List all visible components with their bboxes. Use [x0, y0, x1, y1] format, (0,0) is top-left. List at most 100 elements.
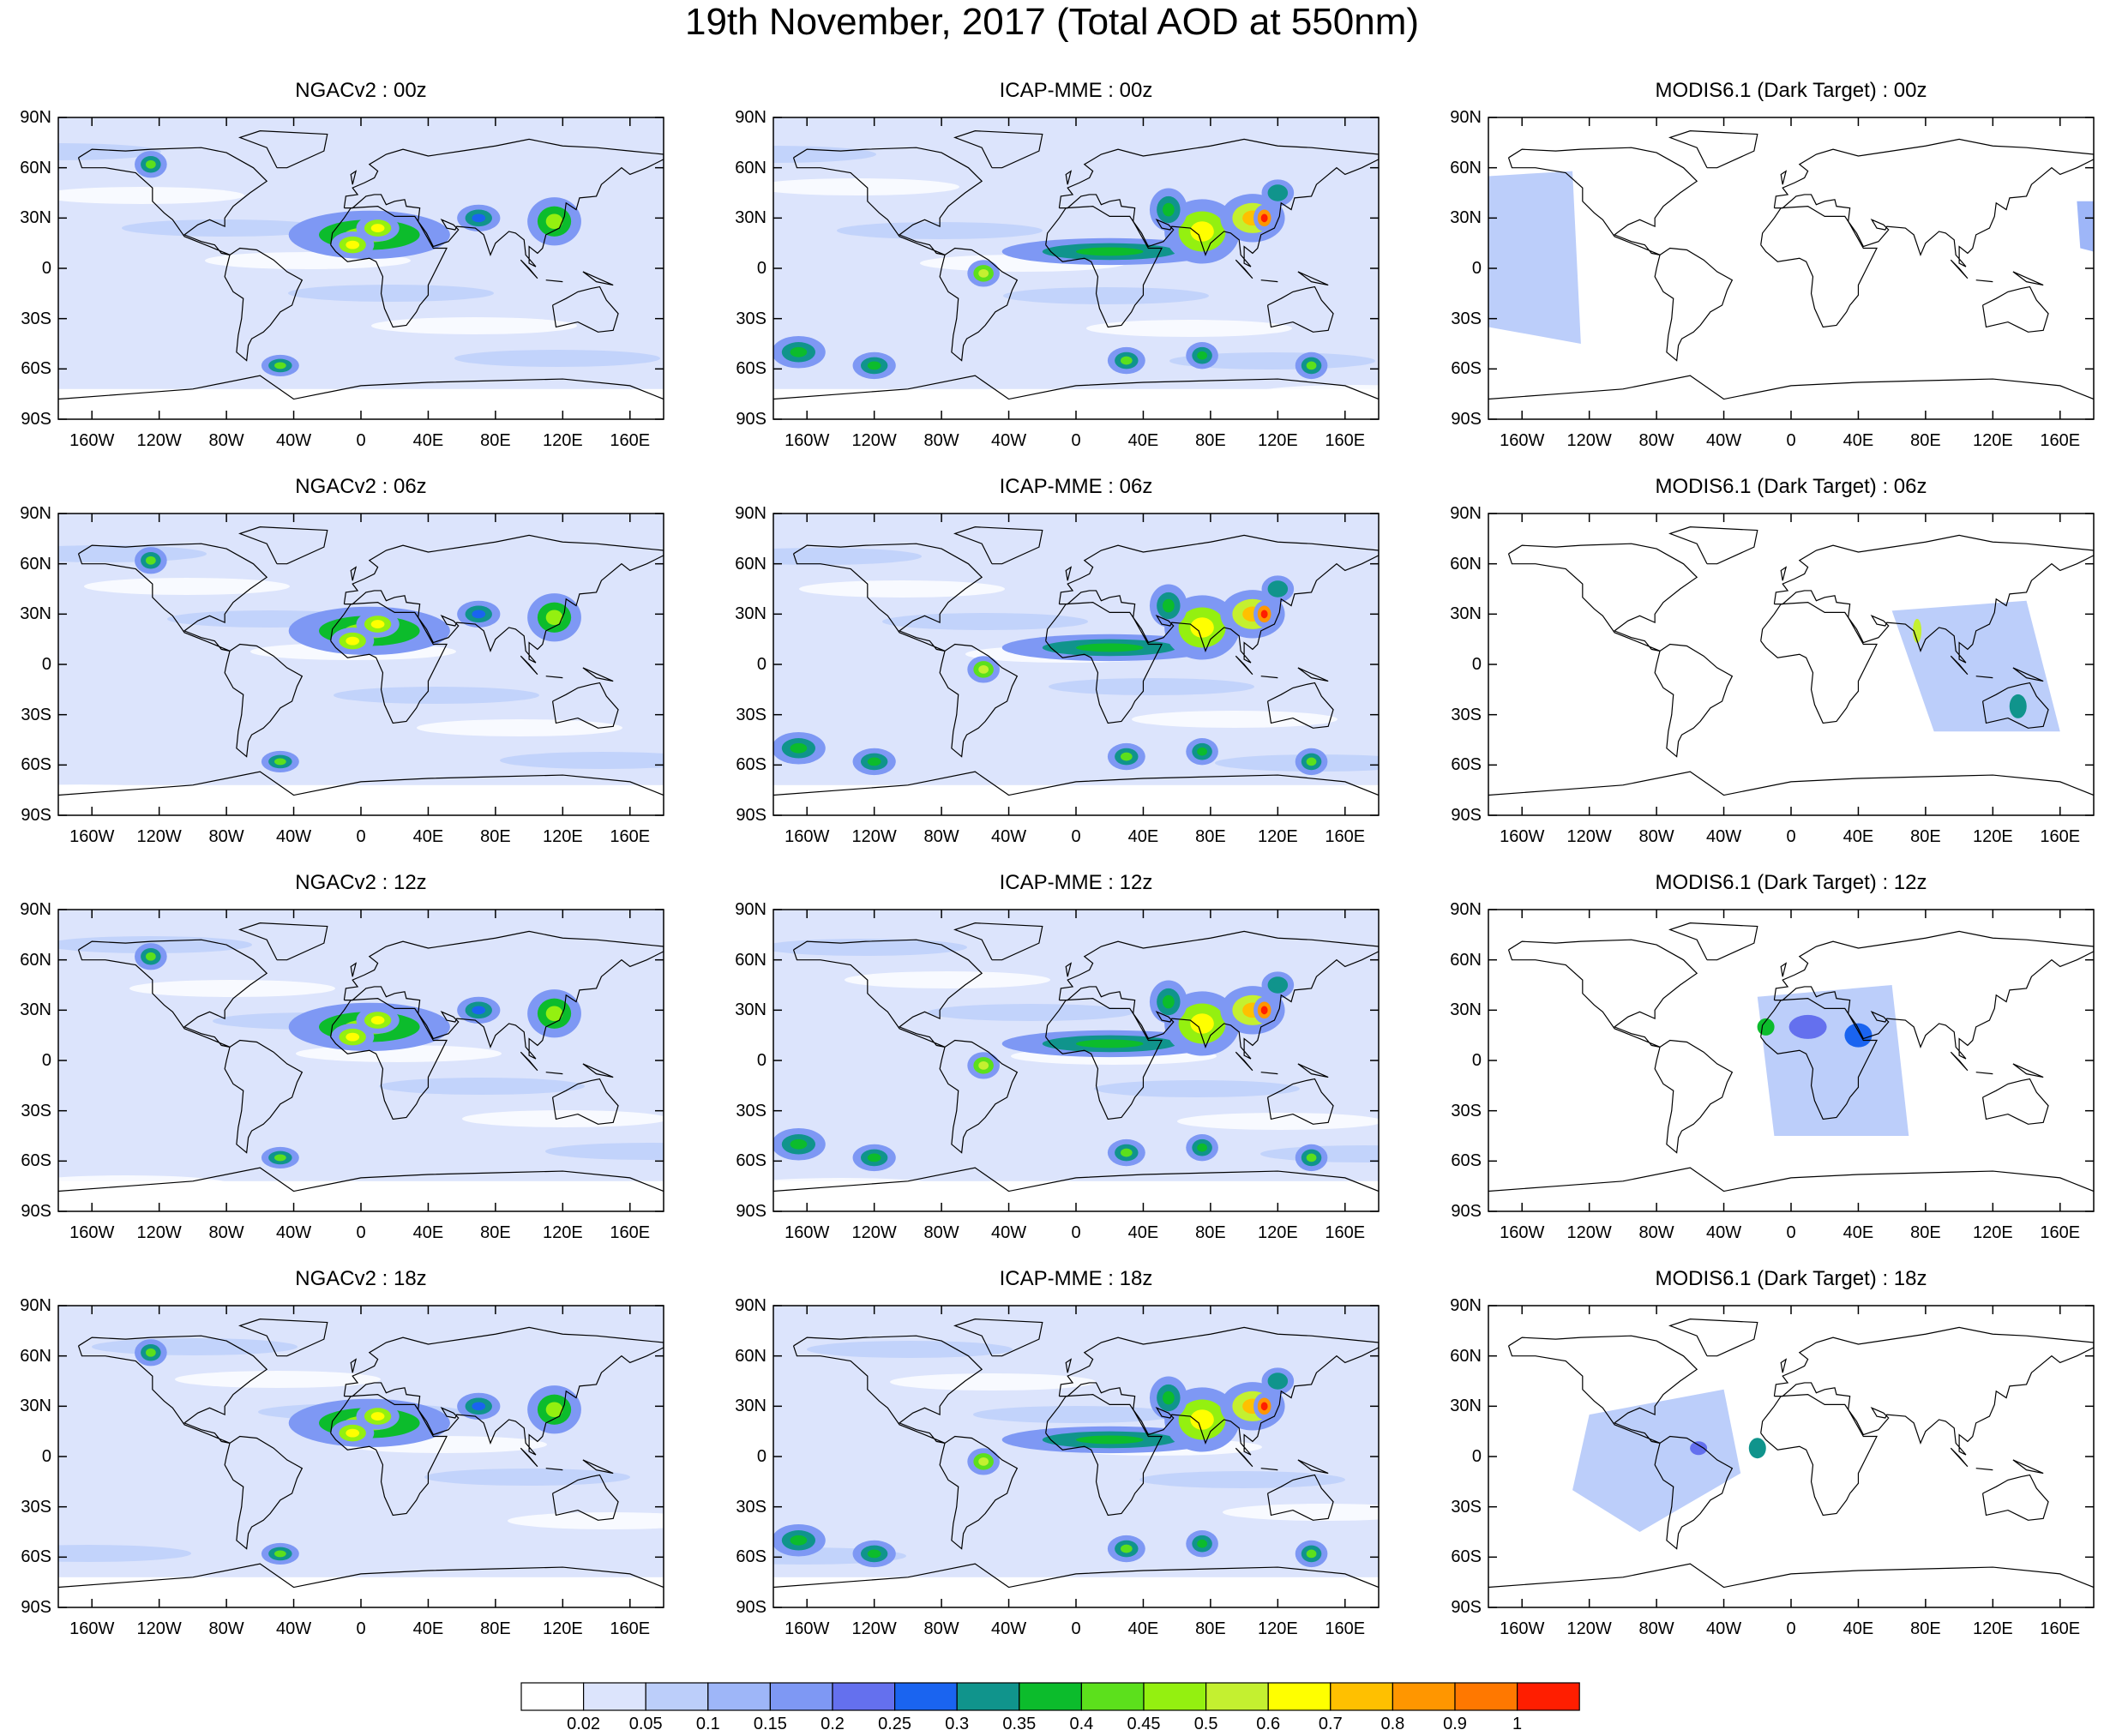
- colorbar-swatch: [893, 1682, 958, 1711]
- lon-label: 160W: [784, 431, 830, 450]
- lon-label: 80E: [1195, 827, 1226, 846]
- lat-label: 30N: [1450, 604, 1482, 624]
- lat-label: 90N: [20, 504, 51, 523]
- colorbar-label: 0.5: [1193, 1715, 1218, 1733]
- panel-title: MODIS6.1 (Dark Target) : 06z: [1655, 475, 1927, 498]
- lon-label: 80E: [480, 1619, 511, 1638]
- colorbar-swatch: [582, 1682, 646, 1711]
- lat-label: 30S: [21, 1497, 51, 1517]
- colorbar-swatch: [707, 1682, 771, 1711]
- lat-label: 60N: [735, 158, 766, 177]
- lat-label: 60S: [736, 755, 766, 775]
- lat-label: 90N: [1450, 1296, 1482, 1315]
- lat-label: 0: [756, 1447, 766, 1466]
- lon-label: 40W: [1705, 431, 1742, 450]
- lon-label: 40W: [1705, 827, 1742, 846]
- lon-label: 160W: [69, 827, 115, 846]
- lon-label: 80W: [923, 1223, 959, 1242]
- lon-label: 0: [1071, 1223, 1081, 1242]
- panel-title: NGACv2 : 12z: [295, 871, 427, 894]
- lat-label: 30N: [735, 1397, 766, 1416]
- lon-label: 40E: [1127, 827, 1159, 846]
- colorbar-label: 0.6: [1256, 1715, 1281, 1733]
- map-panel: [57, 513, 664, 816]
- lat-label: 60N: [1450, 1346, 1482, 1366]
- colorbar-swatch: [645, 1682, 709, 1711]
- lon-label: 80E: [1910, 1619, 1941, 1638]
- lat-label: 0: [1471, 1447, 1482, 1466]
- lat-label: 30N: [735, 1000, 766, 1020]
- lon-label: 120E: [1972, 431, 2013, 450]
- lon-label: 160E: [610, 1223, 651, 1242]
- colorbar-swatch: [832, 1682, 896, 1711]
- map-panel: [1488, 1305, 2095, 1608]
- lat-label: 90N: [1450, 504, 1482, 523]
- lat-label: 60N: [1450, 158, 1482, 177]
- lon-label: 80E: [480, 431, 511, 450]
- map-panel: [1488, 117, 2095, 420]
- lon-label: 80W: [923, 431, 959, 450]
- lat-label: 60N: [735, 950, 766, 970]
- lon-label: 120W: [136, 827, 182, 846]
- panel-title: NGACv2 : 18z: [295, 1267, 427, 1290]
- lon-label: 120E: [1257, 827, 1298, 846]
- lat-label: 90S: [21, 1598, 51, 1617]
- lat-label: 30S: [736, 705, 766, 724]
- lon-label: 160E: [2040, 431, 2081, 450]
- lat-label: 60N: [20, 554, 51, 574]
- lat-label: 60S: [1451, 1151, 1482, 1171]
- lat-label: 90S: [1451, 1598, 1482, 1617]
- lon-label: 160W: [1500, 431, 1545, 450]
- lon-label: 0: [1071, 431, 1081, 450]
- lat-label: 0: [41, 1051, 51, 1070]
- lon-label: 160E: [610, 431, 651, 450]
- lat-label: 90N: [735, 1296, 766, 1315]
- lon-label: 120W: [851, 1223, 897, 1242]
- colorbar-swatch: [956, 1682, 1020, 1711]
- lon-label: 160W: [1500, 1619, 1545, 1638]
- colorbar-swatch: [1392, 1682, 1456, 1711]
- lat-label: 60S: [736, 1151, 766, 1171]
- lon-label: 80W: [923, 827, 959, 846]
- colorbar-swatch: [1516, 1682, 1580, 1711]
- lon-label: 120E: [1972, 1223, 2013, 1242]
- lat-label: 90N: [20, 1296, 51, 1315]
- lat-label: 30N: [20, 208, 51, 228]
- lon-label: 0: [1786, 827, 1796, 846]
- lon-label: 160W: [69, 1223, 115, 1242]
- lon-label: 40E: [1843, 1223, 1874, 1242]
- lon-label: 160W: [784, 827, 830, 846]
- lon-label: 120W: [851, 827, 897, 846]
- lat-label: 60S: [21, 755, 51, 775]
- map-panel: [57, 909, 664, 1212]
- lat-label: 60N: [735, 1346, 766, 1366]
- lat-label: 60N: [20, 950, 51, 970]
- lat-label: 90N: [735, 900, 766, 919]
- lon-label: 120W: [136, 1223, 182, 1242]
- colorbar-swatch: [1267, 1682, 1332, 1711]
- lon-label: 80E: [1195, 1223, 1226, 1242]
- lat-label: 90N: [735, 504, 766, 523]
- lon-label: 160E: [610, 827, 651, 846]
- lat-label: 60N: [735, 554, 766, 574]
- colorbar-swatch: [1454, 1682, 1518, 1711]
- lat-label: 0: [756, 1051, 766, 1070]
- lon-label: 80E: [1910, 431, 1941, 450]
- map-panel: [57, 1305, 664, 1608]
- lon-label: 80W: [1638, 1619, 1674, 1638]
- lon-label: 120W: [1566, 1223, 1612, 1242]
- lon-label: 80W: [1638, 1223, 1674, 1242]
- lat-label: 30S: [21, 309, 51, 328]
- lon-label: 40E: [412, 1223, 444, 1242]
- lat-label: 30N: [20, 1397, 51, 1416]
- lat-label: 90N: [1450, 900, 1482, 919]
- lat-label: 90N: [20, 900, 51, 919]
- lon-label: 0: [1071, 827, 1081, 846]
- lon-label: 0: [1786, 1223, 1796, 1242]
- lon-label: 120E: [1257, 1223, 1298, 1242]
- lat-label: 60S: [1451, 755, 1482, 775]
- lon-label: 0: [356, 1223, 366, 1242]
- lon-label: 160E: [1325, 431, 1366, 450]
- panel-title: MODIS6.1 (Dark Target) : 00z: [1655, 79, 1927, 102]
